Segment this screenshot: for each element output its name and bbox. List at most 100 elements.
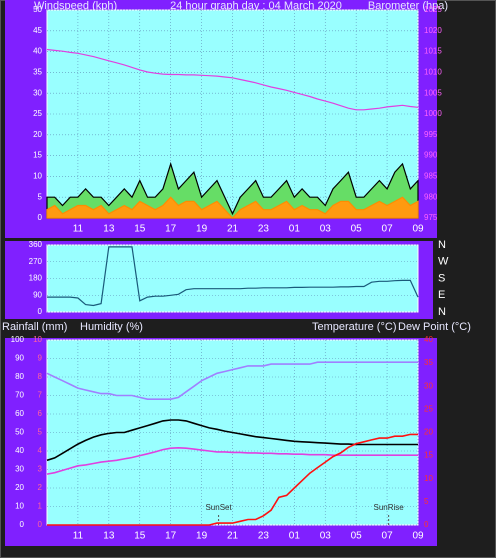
y-tick-label: 270 [29, 257, 43, 266]
x-tick-label: 01 [289, 531, 301, 542]
y-tick-label: 45 [33, 26, 42, 35]
x-tick-label: 01 [289, 224, 301, 235]
x-tick-label: 23 [258, 531, 270, 542]
x-tick-label: 21 [227, 531, 239, 542]
series-line [46, 419, 418, 462]
x-tick-label: 17 [165, 224, 177, 235]
y-tick-label: 70 [15, 391, 24, 400]
y-tick-label: 30 [33, 88, 42, 97]
y-tick-label: 90 [15, 354, 24, 363]
y-tick-label: 50 [15, 428, 24, 437]
x-tick-label: 17 [165, 531, 177, 542]
y-tick-label: 60 [15, 409, 24, 418]
chart-title: 24 hour graph day : 04 March 2020 [170, 0, 342, 12]
x-tick-label: 07 [382, 224, 394, 235]
x-tick-label: 03 [320, 224, 332, 235]
y2-tick-label: N [438, 239, 446, 251]
series-line [46, 196, 419, 219]
y-tick-label: 15 [33, 151, 42, 160]
y3-tick-label: 6 [38, 409, 43, 418]
x-tick-label: 07 [382, 531, 394, 542]
y2-tick-label: 995 [424, 130, 438, 139]
y2-tick-label: 1005 [424, 88, 442, 97]
y2-tick-label: 20 [424, 428, 433, 437]
x-tick-label: 23 [258, 224, 270, 235]
annotation: SunRise [374, 503, 405, 512]
y-tick-label: 0 [38, 307, 43, 316]
y3-axis-label: Rainfall (mm) [2, 321, 67, 333]
y-tick-label: 90 [33, 290, 42, 299]
y-tick-label: 360 [29, 240, 43, 249]
series-line [46, 361, 418, 400]
x-tick-label: 19 [196, 531, 208, 542]
y2-tick-label: 985 [424, 172, 438, 181]
y-tick-label: 10 [33, 172, 42, 181]
y3-tick-label: 9 [38, 354, 43, 363]
y2-axis-label: Temperature (°C) [312, 321, 396, 333]
x-tick-label: 09 [412, 224, 424, 235]
y-tick-label: 50 [33, 5, 42, 14]
y3-tick-label: 2 [38, 483, 43, 492]
y3-tick-label: 1 [38, 502, 43, 511]
y2-tick-label: 1000 [424, 109, 442, 118]
series-line [47, 246, 419, 307]
y2-tick-label: 990 [424, 151, 438, 160]
y2-tick-label: N [438, 306, 446, 318]
y3-tick-label: 10 [33, 335, 42, 344]
y2-tick-label: 30 [424, 381, 433, 390]
y-tick-label: 20 [33, 130, 42, 139]
y3-tick-label: 0 [38, 520, 43, 529]
y2-axis-label: Barometer (hpa) [368, 0, 448, 12]
y-tick-label: 5 [38, 192, 43, 201]
x-tick-label: 21 [227, 224, 239, 235]
y-tick-label: 100 [11, 335, 25, 344]
y-axis-label: Windspeed (kph) [34, 0, 117, 12]
x-tick-label: 15 [134, 224, 146, 235]
y-tick-label: 35 [33, 68, 42, 77]
y2-tick-label: 975 [424, 213, 438, 222]
y2-tick-label: S [438, 272, 445, 284]
y3-tick-label: 4 [38, 446, 43, 455]
x-tick-label: 13 [103, 224, 115, 235]
y3-tick-label: 8 [38, 372, 43, 381]
y3-tick-label: 3 [38, 465, 43, 474]
y2-tick-label: 0 [424, 520, 429, 529]
y-axis-label: Humidity (%) [80, 321, 143, 333]
y-tick-label: 40 [15, 446, 24, 455]
y2-tick-label: 980 [424, 192, 438, 201]
y2-tick-label: E [438, 289, 445, 301]
x-tick-label: 05 [351, 531, 363, 542]
y-tick-label: 0 [20, 520, 25, 529]
y3-tick-label: 7 [38, 391, 43, 400]
annotation: SunSet [205, 503, 232, 512]
series-line [46, 446, 418, 475]
x-tick-label: 19 [196, 224, 208, 235]
y2-tick-label: 35 [424, 358, 433, 367]
y2-axis-label: Dew Point (°C) [398, 321, 471, 333]
y2-tick-label: 1025 [424, 5, 442, 14]
y-tick-label: 80 [15, 372, 24, 381]
y2-tick-label: 1015 [424, 47, 442, 56]
y2-tick-label: 40 [424, 335, 433, 344]
x-tick-label: 03 [320, 531, 332, 542]
y2-tick-label: 5 [424, 497, 429, 506]
y-tick-label: 30 [15, 465, 24, 474]
y-tick-label: 40 [33, 47, 42, 56]
y2-tick-label: 10 [424, 474, 433, 483]
x-tick-label: 15 [134, 531, 146, 542]
y-tick-label: 25 [33, 109, 42, 118]
x-tick-label: 09 [412, 531, 424, 542]
y2-tick-label: 1020 [424, 26, 442, 35]
y2-tick-label: W [438, 256, 449, 268]
y3-tick-label: 5 [38, 428, 43, 437]
series-line [47, 433, 418, 526]
y-tick-label: 20 [15, 483, 24, 492]
x-tick-label: 11 [73, 531, 84, 542]
y2-tick-label: 25 [424, 404, 433, 413]
y-tick-label: 180 [29, 274, 43, 283]
y2-tick-label: 15 [424, 451, 433, 460]
x-tick-label: 05 [351, 224, 363, 235]
y2-tick-label: 1010 [424, 68, 442, 77]
x-tick-label: 13 [103, 531, 115, 542]
